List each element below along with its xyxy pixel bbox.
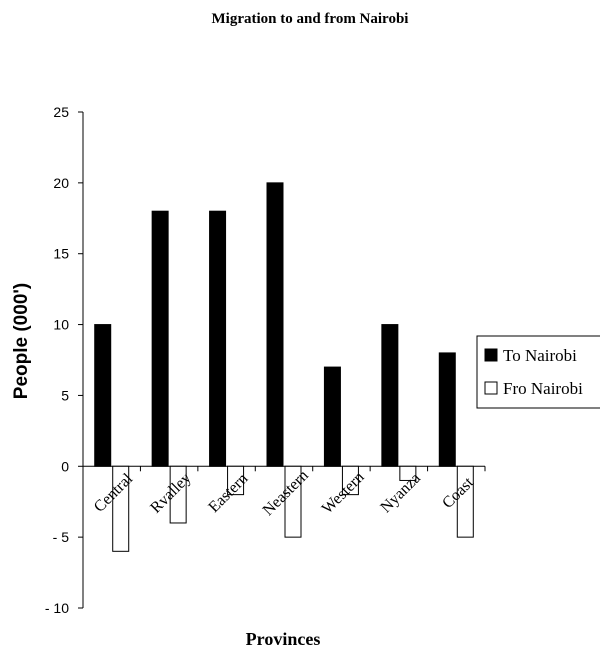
bar-to-nairobi bbox=[266, 182, 284, 467]
y-tick-label: - 5 bbox=[53, 529, 70, 545]
bar-fro-nairobi bbox=[456, 465, 474, 538]
y-axis-title: People (000') bbox=[11, 283, 32, 399]
bar-to-nairobi bbox=[94, 324, 112, 467]
legend-swatch bbox=[484, 348, 498, 362]
legend-label: Fro Nairobi bbox=[503, 379, 583, 398]
y-tick-label: 20 bbox=[53, 175, 69, 191]
bar-fro-nairobi bbox=[284, 465, 302, 538]
bar-to-nairobi bbox=[381, 324, 399, 467]
bar-to-nairobi bbox=[151, 210, 169, 467]
x-axis-title: Provinces bbox=[246, 629, 321, 649]
legend-label: To Nairobi bbox=[503, 346, 577, 365]
bar-fro-nairobi bbox=[227, 465, 245, 496]
y-tick-label: 25 bbox=[53, 104, 69, 120]
y-tick-label: - 10 bbox=[45, 600, 69, 616]
y-tick-label: 5 bbox=[61, 387, 69, 403]
y-tick-label: 10 bbox=[53, 317, 69, 333]
y-tick-label: 0 bbox=[61, 458, 69, 474]
bar-to-nairobi bbox=[438, 352, 456, 467]
legend-box bbox=[476, 335, 600, 409]
chart-title: Migration to and from Nairobi bbox=[212, 11, 409, 27]
bar-fro-nairobi bbox=[169, 465, 187, 524]
bar-fro-nairobi bbox=[341, 465, 359, 496]
bar-fro-nairobi bbox=[399, 465, 417, 481]
y-tick-label: 15 bbox=[53, 246, 69, 262]
legend-swatch bbox=[484, 381, 498, 395]
bar-to-nairobi bbox=[209, 210, 227, 467]
legend: To Nairobi Fro Nairobi bbox=[476, 335, 600, 409]
bar-fro-nairobi bbox=[112, 465, 130, 552]
bar-to-nairobi bbox=[323, 366, 341, 467]
